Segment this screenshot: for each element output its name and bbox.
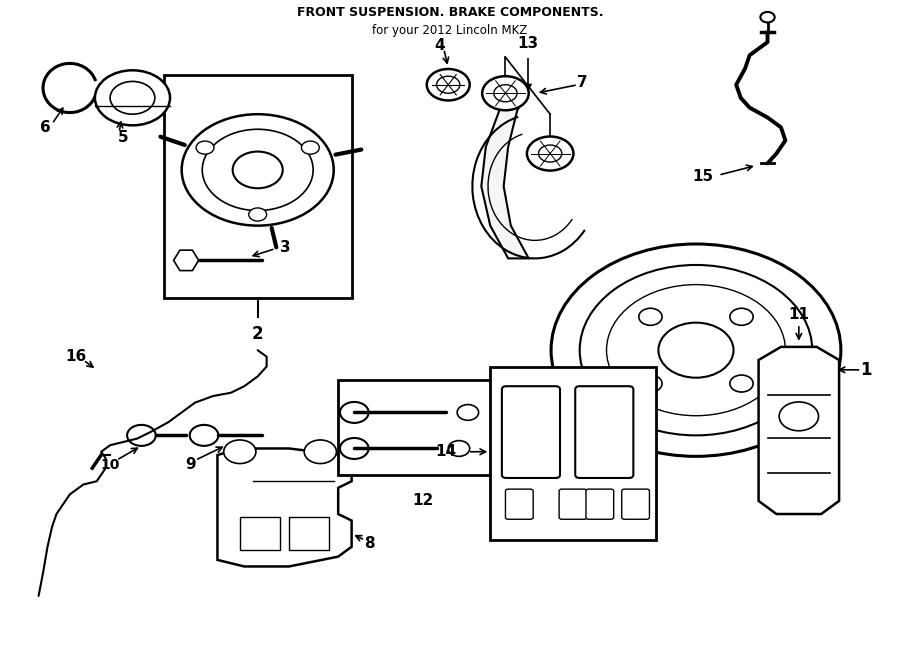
Polygon shape [482, 85, 530, 258]
Bar [491, 367, 656, 540]
FancyBboxPatch shape [622, 489, 650, 520]
Bar [289, 518, 329, 550]
Text: 16: 16 [66, 349, 86, 364]
Circle shape [427, 69, 470, 100]
Text: 14: 14 [435, 444, 456, 459]
Text: 9: 9 [185, 457, 196, 473]
Circle shape [110, 81, 155, 114]
Circle shape [127, 425, 156, 446]
Bar [164, 75, 352, 297]
Circle shape [340, 402, 369, 423]
Circle shape [659, 323, 733, 377]
Circle shape [482, 76, 528, 110]
Circle shape [448, 441, 470, 456]
FancyBboxPatch shape [575, 386, 634, 478]
Text: 5: 5 [118, 130, 129, 145]
Circle shape [304, 440, 337, 463]
Circle shape [302, 141, 319, 154]
Circle shape [232, 151, 283, 188]
Polygon shape [218, 448, 352, 566]
Circle shape [779, 402, 818, 431]
Bar [338, 379, 508, 475]
Text: FRONT SUSPENSION. BRAKE COMPONENTS.: FRONT SUSPENSION. BRAKE COMPONENTS. [297, 6, 603, 19]
Text: for your 2012 Lincoln MKZ: for your 2012 Lincoln MKZ [373, 24, 527, 37]
Circle shape [580, 265, 812, 436]
Circle shape [526, 136, 573, 171]
Text: 1: 1 [860, 361, 872, 379]
Circle shape [94, 70, 170, 126]
Text: 10: 10 [101, 458, 120, 472]
Text: 13: 13 [518, 36, 538, 51]
Circle shape [457, 405, 479, 420]
Text: 7: 7 [577, 75, 588, 91]
FancyBboxPatch shape [586, 489, 614, 520]
FancyBboxPatch shape [506, 489, 533, 520]
Circle shape [730, 308, 753, 325]
Polygon shape [759, 347, 839, 514]
Circle shape [639, 375, 662, 392]
Polygon shape [174, 250, 199, 270]
Circle shape [182, 114, 334, 225]
Circle shape [340, 438, 369, 459]
Text: 8: 8 [364, 536, 374, 551]
Circle shape [760, 12, 775, 22]
Circle shape [730, 375, 753, 392]
Text: 4: 4 [434, 38, 445, 53]
Circle shape [494, 85, 518, 102]
Text: 6: 6 [40, 120, 51, 135]
Text: 11: 11 [788, 307, 809, 322]
Circle shape [202, 130, 313, 211]
Circle shape [224, 440, 256, 463]
Text: 2: 2 [252, 325, 264, 343]
Circle shape [248, 208, 266, 221]
Bar [239, 518, 280, 550]
Text: 12: 12 [412, 493, 434, 508]
Text: 3: 3 [280, 240, 291, 254]
Circle shape [607, 285, 786, 416]
FancyBboxPatch shape [559, 489, 587, 520]
Text: 15: 15 [693, 169, 714, 184]
Circle shape [190, 425, 219, 446]
Circle shape [639, 308, 662, 325]
Circle shape [196, 141, 214, 154]
Circle shape [538, 145, 562, 162]
FancyBboxPatch shape [502, 386, 560, 478]
Circle shape [436, 76, 460, 93]
Circle shape [551, 244, 841, 456]
